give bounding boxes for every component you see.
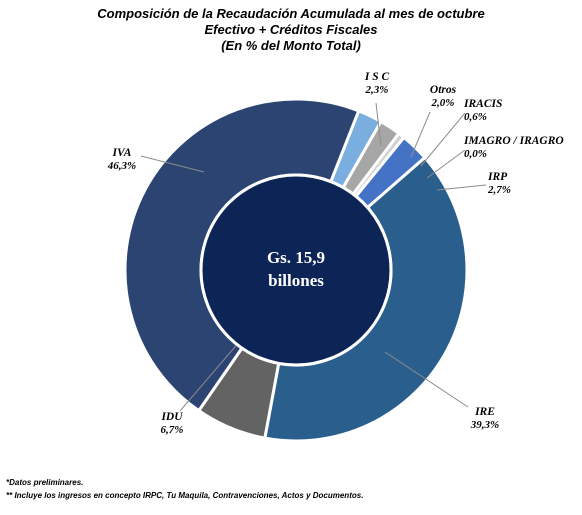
leader-line-i-s-c	[375, 102, 382, 147]
slice-label-name-irp: IRP	[487, 171, 508, 183]
slice-label-value-iracis: 0,6%	[464, 111, 487, 123]
chart-title: Composición de la Recaudación Acumulada …	[0, 6, 582, 54]
slice-label-value-irp: 2,7%	[487, 184, 511, 196]
slice-label-value-idu: 6,7%	[161, 424, 184, 436]
slice-label-name-i-s-c: I S C	[364, 71, 390, 83]
footnote-2: ** Incluye los ingresos en concepto IRPC…	[6, 491, 364, 500]
slice-label-name-ire: IRE	[474, 406, 495, 418]
leader-line-otros	[410, 111, 431, 158]
leader-line-idu	[179, 340, 241, 412]
leader-line-ire	[384, 351, 469, 408]
center-label-line-2: billones	[268, 271, 324, 290]
slice-label-name-otros: Otros	[430, 84, 457, 96]
leader-line-imagro-iragro	[426, 149, 466, 179]
slice-label-value-imagro-iragro: 0,0%	[464, 148, 487, 160]
leader-lines	[140, 102, 487, 412]
slice-label-name-idu: IDU	[160, 411, 183, 423]
slice-label-name-imagro-iragro: IMAGRO / IRAGRO	[463, 135, 564, 147]
title-line-3: (En % del Monto Total)	[221, 38, 361, 53]
slice-label-value-i-s-c: 2,3%	[365, 84, 389, 96]
slice-label-name-iracis: IRACIS	[463, 98, 502, 110]
title-line-1: Composición de la Recaudación Acumulada …	[97, 6, 485, 21]
leader-line-iva	[140, 155, 205, 173]
slice-label-value-iva: 46,3%	[107, 160, 136, 172]
donut-center	[199, 173, 393, 367]
slice-label-name-iva: IVA	[112, 147, 132, 159]
footnote-1: *Datos preliminares.	[6, 478, 84, 487]
leader-line-iracis	[420, 112, 466, 167]
title-line-2: Efectivo + Créditos Fiscales	[204, 22, 378, 37]
leader-line-irp	[436, 184, 487, 191]
slice-label-value-otros: 2,0%	[431, 97, 455, 109]
slice-label-value-ire: 39,3%	[470, 419, 499, 431]
footnotes: *Datos preliminares. ** Incluye los ingr…	[6, 476, 363, 502]
center-label-line-1: Gs. 15,9	[267, 248, 325, 267]
